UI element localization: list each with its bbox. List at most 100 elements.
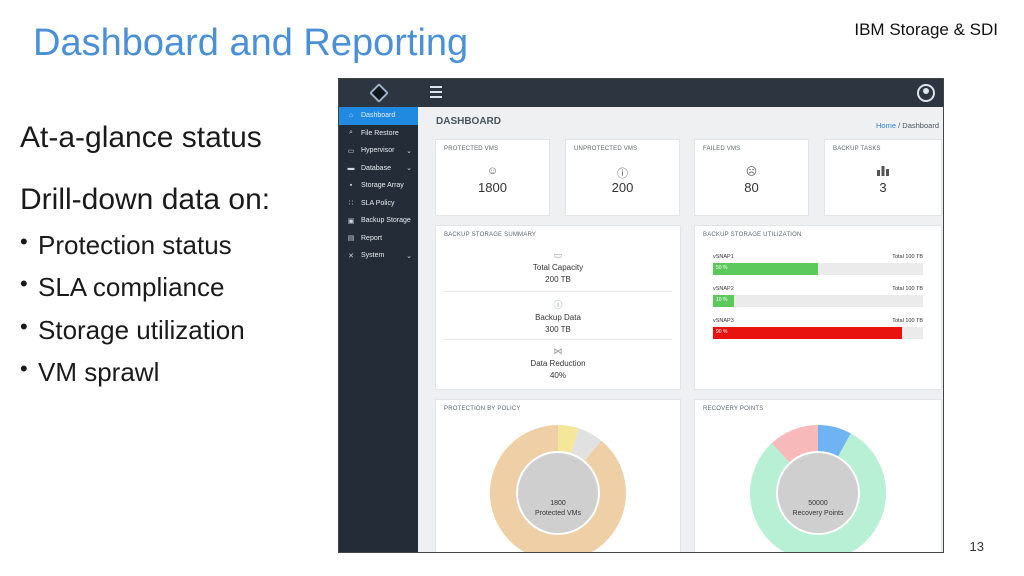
stat-label: FAILED VMS bbox=[703, 146, 741, 152]
utilization-row: vSNAP3 Total 100 TB 90 % bbox=[713, 318, 923, 348]
util-progress-fill: 10 % bbox=[713, 295, 734, 307]
card-title: PROTECTION BY POLICY bbox=[444, 406, 521, 412]
donut-center-value: 1800 bbox=[550, 500, 566, 507]
user-avatar-icon[interactable] bbox=[917, 84, 935, 102]
card-title: BACKUP STORAGE UTILIZATION bbox=[703, 232, 802, 238]
recovery-donut-segment[interactable] bbox=[750, 425, 886, 552]
summary-label: Total Capacity bbox=[532, 263, 584, 272]
bullet-item: • Storage utilization bbox=[20, 309, 330, 351]
summary-row-capacity: ▭ Total Capacity 200 TB bbox=[444, 244, 672, 292]
sidebar-item-label: Database bbox=[361, 164, 391, 172]
breadcrumb: Home / Dashboard bbox=[876, 121, 939, 130]
util-percent: 90 % bbox=[716, 329, 728, 335]
sidebar-item-system[interactable]: ✕ System ⌄ bbox=[339, 247, 418, 265]
recovery-donut-area: 50000 Recovery Points bbox=[695, 418, 941, 553]
chevron-down-icon: ⌄ bbox=[406, 165, 412, 173]
summary-value: 300 TB bbox=[545, 325, 571, 334]
donut-center-text: Recovery Points bbox=[792, 509, 844, 517]
bullet-dot: • bbox=[20, 229, 28, 254]
stat-card-failed[interactable]: FAILED VMS ☹ 80 bbox=[694, 139, 809, 216]
breadcrumb-separator: / bbox=[898, 121, 901, 130]
home-icon: ⌂ bbox=[348, 112, 354, 120]
logo-icon bbox=[368, 83, 389, 103]
stat-value: 200 bbox=[611, 180, 634, 195]
summary-row-reduction: ⋈ Data Reduction 40% bbox=[444, 340, 672, 388]
slide-text-block: At-a-glance status Drill-down data on: •… bbox=[20, 120, 330, 394]
recovery-donut-segment[interactable] bbox=[750, 425, 886, 552]
sidebar-item-database[interactable]: ▬ Database ⌄ bbox=[339, 160, 418, 178]
sidebar-item-dashboard[interactable]: ⌂ Dashboard bbox=[339, 107, 418, 125]
chevron-down-icon: ⌄ bbox=[406, 252, 412, 260]
utilization-row: vSNAP1 Total 100 TB 50 % bbox=[713, 254, 923, 284]
stat-value: 3 bbox=[879, 180, 887, 195]
info-icon: ⓘ bbox=[553, 300, 563, 310]
brand-label: IBM Storage & SDI bbox=[854, 20, 998, 39]
chevron-down-icon: ⌄ bbox=[406, 147, 412, 155]
summary-value: 40% bbox=[549, 371, 566, 380]
util-total: Total 100 TB bbox=[892, 286, 923, 292]
box-icon: ▭ bbox=[553, 250, 563, 260]
sidebar-item-label: Hypervisor bbox=[361, 147, 395, 155]
protection-donut-chart[interactable] bbox=[490, 425, 626, 553]
hamburger-menu-icon[interactable] bbox=[430, 86, 442, 98]
stat-card-protected[interactable]: PROTECTED VMS ☺ 1800 bbox=[435, 139, 550, 216]
utilization-row: vSNAP2 Total 100 TB 10 % bbox=[713, 286, 923, 316]
util-percent: 10 % bbox=[716, 297, 728, 303]
policy-icon: ∷ bbox=[348, 200, 354, 208]
slide-title: Dashboard and Reporting bbox=[33, 22, 469, 64]
stat-label: PROTECTED VMS bbox=[444, 146, 499, 152]
sidebar-item-label: SLA Policy bbox=[361, 199, 395, 207]
breadcrumb-home-link[interactable]: Home bbox=[876, 121, 897, 130]
stat-label: UNPROTECTED VMS bbox=[574, 146, 638, 152]
sidebar-item-label: Storage Array bbox=[361, 182, 404, 190]
sidebar-item-label: Report bbox=[361, 234, 383, 242]
recovery-donut-chart[interactable] bbox=[750, 425, 886, 553]
donut-center-value: 50000 bbox=[808, 500, 828, 507]
bullet-dot: • bbox=[20, 271, 28, 297]
donut-center-text: Protected VMs bbox=[535, 509, 581, 517]
util-total: Total 100 TB bbox=[892, 254, 923, 260]
report-icon: ▤ bbox=[347, 235, 355, 243]
app-logo[interactable] bbox=[339, 79, 418, 107]
util-progress-track: 10 % bbox=[713, 295, 923, 307]
bullet-dot: • bbox=[20, 313, 28, 339]
sidebar-item-label: File Restore bbox=[361, 129, 399, 137]
app-sidebar: ⌂ Dashboard ⌕ File Restore ▭ Hypervisor ⌄ ▬ Data… bbox=[339, 79, 418, 552]
sidebar-nav: ⌂ Dashboard ⌕ File Restore ▭ Hypervisor ⌄ ▬ Data… bbox=[339, 107, 418, 265]
sidebar-item-file-restore[interactable]: ⌕ File Restore bbox=[339, 125, 418, 143]
info-icon: ⓘ bbox=[617, 168, 628, 180]
breadcrumb-current: Dashboard bbox=[902, 121, 939, 130]
util-progress-track: 50 % bbox=[713, 263, 923, 275]
util-name: vSNAP3 bbox=[713, 318, 734, 324]
stat-card-backup-tasks[interactable]: BACKUP TASKS 3 bbox=[824, 139, 942, 216]
heading-at-a-glance: At-a-glance status bbox=[20, 121, 262, 154]
sidebar-item-label: System bbox=[361, 252, 385, 260]
page-title: DASHBOARD bbox=[436, 116, 501, 127]
sidebar-item-hypervisor[interactable]: ▭ Hypervisor ⌄ bbox=[339, 142, 418, 160]
summary-label: Backup Data bbox=[535, 313, 581, 322]
summary-row-backup-data: ⓘ Backup Data 300 TB bbox=[444, 292, 672, 340]
sidebar-item-sla-policy[interactable]: ∷ SLA Policy bbox=[339, 195, 418, 213]
util-progress-track: 90 % bbox=[713, 327, 923, 339]
stat-card-unprotected[interactable]: UNPROTECTED VMS ⓘ 200 bbox=[565, 139, 680, 216]
summary-value: 200 TB bbox=[545, 275, 571, 284]
util-name: vSNAP1 bbox=[713, 254, 734, 260]
backup-storage-summary-card: BACKUP STORAGE SUMMARY ▭ Total Capacity … bbox=[435, 225, 681, 390]
dashboard-screenshot: ⌂ Dashboard ⌕ File Restore ▭ Hypervisor ⌄ ▬ Data… bbox=[338, 78, 944, 553]
bullet-list: • Protection status • SLA compliance • Stor… bbox=[20, 224, 330, 394]
page-number: 13 bbox=[969, 539, 984, 554]
donut-center-label: 50000 Recovery Points bbox=[695, 499, 941, 519]
app-main: DASHBOARD Home / Dashboard PROTECTED VMS… bbox=[418, 107, 943, 552]
sidebar-item-backup-storage[interactable]: ▣ Backup Storage bbox=[339, 212, 418, 230]
util-progress-fill: 50 % bbox=[713, 263, 818, 275]
sidebar-item-report[interactable]: ▤ Report bbox=[339, 230, 418, 248]
bullet-text: VM sprawl bbox=[38, 357, 160, 388]
recovery-points-card: RECOVERY POINTS 50000 Recovery Points bbox=[694, 399, 942, 553]
sidebar-item-storage-array[interactable]: ▪ Storage Array bbox=[339, 177, 418, 195]
card-title: BACKUP STORAGE SUMMARY bbox=[444, 232, 537, 238]
policy-donut-segment[interactable] bbox=[490, 425, 626, 552]
util-progress-fill: 90 % bbox=[713, 327, 902, 339]
backup-icon: ▣ bbox=[347, 217, 355, 225]
bullet-text: SLA compliance bbox=[38, 272, 225, 303]
bullet-item: • Protection status bbox=[20, 224, 330, 266]
